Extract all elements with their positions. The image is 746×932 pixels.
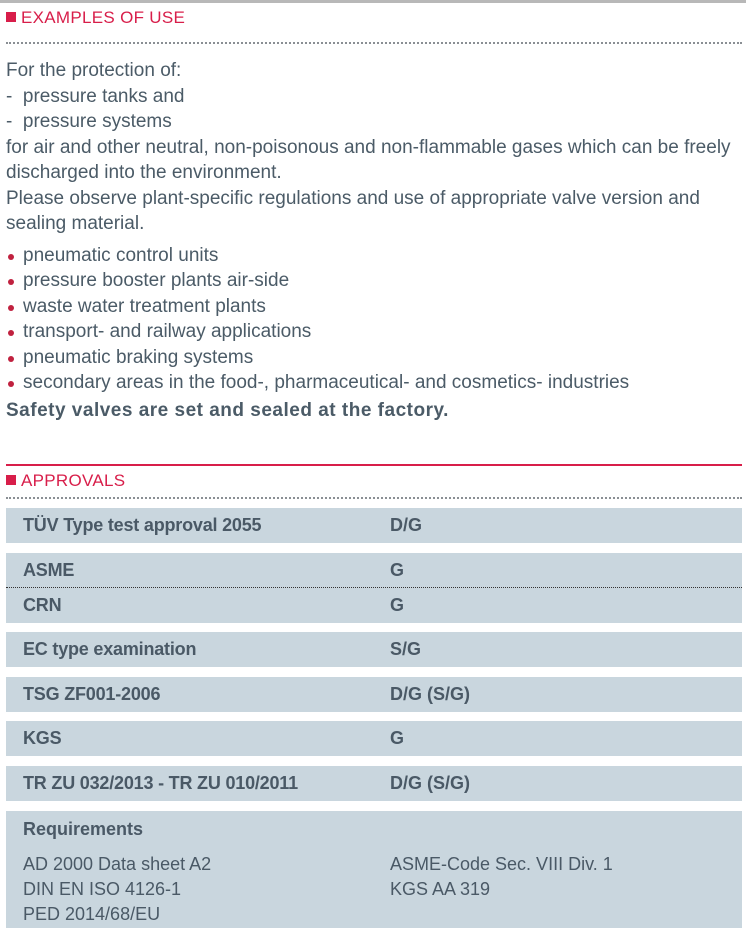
approval-value: G: [390, 728, 405, 748]
approval-value: S/G: [390, 639, 422, 659]
section-divider: [6, 464, 742, 466]
approval-row: EC type examination S/G: [6, 632, 742, 667]
factory-note: Safety valves are set and sealed at the …: [6, 399, 449, 421]
paragraph: Please observe plant-specific regulation…: [6, 187, 700, 235]
divider: [6, 42, 742, 44]
approval-row: TÜV Type test approval 2055 D/G: [6, 508, 742, 543]
approval-name: CRN: [23, 595, 62, 615]
requirements-box: Requirements AD 2000 Data sheet A2 DIN E…: [6, 811, 742, 928]
approval-row: KGS G: [6, 721, 742, 756]
approval-name: KGS: [23, 728, 62, 748]
approval-row: TSG ZF001-2006 D/G (S/G): [6, 677, 742, 712]
approval-value: G: [390, 560, 405, 580]
approval-value: D/G (S/G): [390, 684, 470, 704]
approval-row: CRN G: [6, 588, 742, 623]
approval-value: D/G (S/G): [390, 773, 470, 793]
approval-name: EC type examination: [23, 639, 197, 659]
requirements-left: AD 2000 Data sheet A2 DIN EN ISO 4126-1 …: [23, 852, 211, 927]
intro: For the protection of:: [6, 60, 182, 81]
approval-row: TR ZU 032/2013 - TR ZU 010/2011 D/G (S/G): [6, 766, 742, 801]
requirements-title: Requirements: [23, 819, 144, 839]
requirements-right: ASME-Code Sec. VIII Div. 1 KGS AA 319: [390, 852, 613, 902]
list-item: transport- and railway applications: [6, 319, 741, 345]
requirement: KGS AA 319: [390, 879, 491, 899]
approvals-heading-text: APPROVALS: [21, 471, 126, 490]
list-item: secondary areas in the food-, pharmaceut…: [6, 370, 741, 396]
approvals-heading: APPROVALS: [6, 471, 125, 491]
divider: [6, 497, 742, 499]
requirement: PED 2014/68/EU: [23, 904, 161, 924]
square-marker-icon: [6, 475, 16, 485]
examples-heading-text: EXAMPLES OF USE: [21, 8, 186, 27]
approval-value: G: [390, 595, 405, 615]
requirement: ASME-Code Sec. VIII Div. 1: [390, 854, 613, 874]
list-item: waste water treatment plants: [6, 294, 741, 320]
approval-name: TR ZU 032/2013 - TR ZU 010/2011: [23, 773, 298, 793]
dash-item: - pressure systems: [6, 111, 172, 132]
approval-name: ASME: [23, 560, 75, 580]
list-item: pressure booster plants air-side: [6, 268, 741, 294]
top-border: [0, 0, 746, 3]
approval-name: TSG ZF001-2006: [23, 684, 161, 704]
approval-name: TÜV Type test approval 2055: [23, 515, 262, 535]
requirement: AD 2000 Data sheet A2: [23, 854, 212, 874]
bullet-list: pneumatic control units pressure booster…: [6, 243, 741, 396]
requirement: DIN EN ISO 4126-1: [23, 879, 182, 899]
dash-item: - pressure tanks and: [6, 85, 185, 107]
examples-heading: EXAMPLES OF USE: [6, 8, 185, 28]
list-item: pneumatic control units: [6, 243, 741, 269]
row-divider: [6, 587, 742, 588]
list-item: pneumatic braking systems: [6, 345, 741, 371]
examples-text: For the protection of: - pressure tanks …: [6, 58, 741, 423]
approval-value: D/G: [390, 515, 423, 535]
paragraph: for air and other neutral, non-poisonous…: [6, 136, 731, 184]
approval-row: ASME G: [6, 553, 742, 588]
square-marker-icon: [6, 12, 16, 22]
